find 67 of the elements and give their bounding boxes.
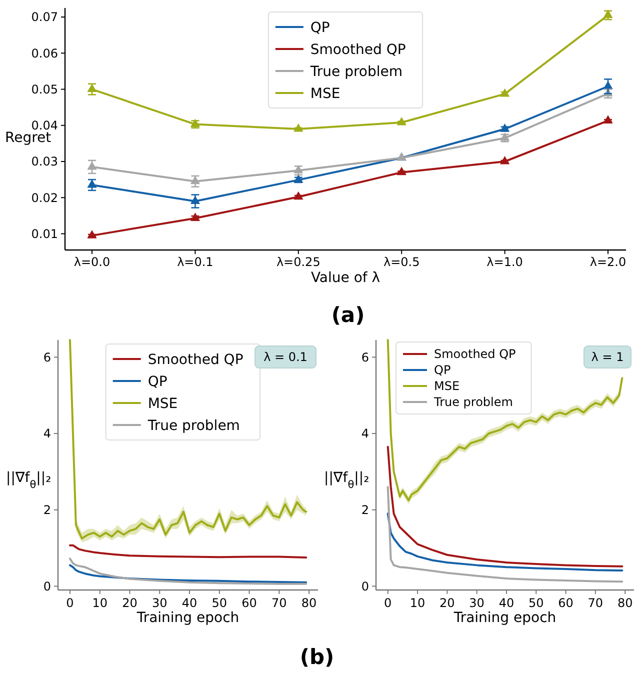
x-tick-label: 50 bbox=[212, 596, 228, 610]
y-tick-label: 0 bbox=[43, 579, 51, 594]
y-tick-label: 6 bbox=[361, 350, 369, 364]
y-tick-label: 2 bbox=[361, 503, 369, 518]
legend-label: True problem bbox=[433, 395, 513, 410]
y-axis-title: Regret bbox=[5, 130, 52, 146]
x-tick-label: 70 bbox=[588, 596, 604, 610]
y-axis-title: ||∇f$_{θ}$||₂ bbox=[324, 470, 370, 491]
x-tick-label: 30 bbox=[469, 596, 484, 610]
x-tick-label: λ=1.0 bbox=[486, 255, 523, 269]
x-tick-label: 0 bbox=[66, 596, 74, 610]
x-tick-label: 60 bbox=[558, 596, 574, 610]
line-series bbox=[386, 486, 624, 583]
legend-label: True problem bbox=[309, 64, 403, 80]
x-tick-label: 80 bbox=[301, 596, 317, 610]
line-series bbox=[386, 446, 624, 568]
y-tick-label: 0.06 bbox=[31, 46, 58, 60]
legend-label: QP bbox=[310, 20, 330, 36]
y-tick-label: 0.04 bbox=[31, 118, 58, 133]
y-tick-label: 0.01 bbox=[31, 226, 58, 241]
x-tick-label: λ=2.0 bbox=[590, 255, 626, 269]
x-axis-title: Value of λ bbox=[310, 270, 380, 286]
x-tick-label: 40 bbox=[182, 596, 198, 610]
y-axis-title: ||∇f$_{θ}$||₂ bbox=[6, 470, 52, 491]
y-tick-label: 4 bbox=[361, 426, 369, 441]
x-tick-label: 50 bbox=[528, 596, 544, 610]
y-tick-label: 0.03 bbox=[31, 154, 58, 169]
y-tick-label: 0.02 bbox=[31, 190, 58, 205]
legend-label: QP bbox=[434, 363, 451, 378]
y-tick-label: 2 bbox=[43, 503, 51, 518]
x-tick-label: 40 bbox=[498, 596, 514, 610]
x-tick-label: 20 bbox=[440, 596, 455, 610]
x-tick-label: 80 bbox=[617, 596, 633, 610]
text: (a) bbox=[331, 303, 365, 327]
x-axis-title: Training epoch bbox=[452, 610, 556, 626]
x-tick-label: 10 bbox=[410, 596, 426, 610]
legend-label: Smoothed QP bbox=[148, 352, 244, 368]
text: (b) bbox=[300, 645, 334, 669]
x-tick-label: λ=0.5 bbox=[383, 255, 420, 269]
legend-label: MSE bbox=[310, 86, 340, 102]
line-series bbox=[68, 558, 308, 585]
x-tick-label: 60 bbox=[242, 596, 257, 610]
x-tick-label: λ=0.25 bbox=[276, 255, 320, 269]
line-series bbox=[386, 512, 624, 572]
y-tick-label: 0.07 bbox=[31, 10, 58, 24]
legend-label: Smoothed QP bbox=[310, 42, 406, 58]
annotation: λ = 0.1 bbox=[264, 350, 308, 364]
x-tick-label: λ=0.0 bbox=[74, 255, 110, 269]
line-series bbox=[68, 544, 308, 559]
x-axis-title: Training epoch bbox=[136, 610, 240, 626]
x-tick-label: 30 bbox=[152, 596, 168, 610]
x-tick-label: 0 bbox=[384, 596, 392, 610]
x-tick-label: 70 bbox=[272, 596, 287, 610]
y-tick-label: 0 bbox=[361, 579, 369, 594]
legend-label: Smoothed QP bbox=[434, 347, 516, 362]
y-tick-label: 0.05 bbox=[31, 82, 58, 96]
y-tick-label: 6 bbox=[43, 350, 51, 364]
annotation: λ = 1 bbox=[591, 350, 624, 364]
x-tick-label: 20 bbox=[122, 596, 138, 610]
legend-label: True problem bbox=[146, 418, 240, 434]
legend-label: QP bbox=[148, 374, 168, 390]
y-tick-label: 4 bbox=[43, 426, 51, 441]
line-series bbox=[68, 564, 308, 584]
legend-label: MSE bbox=[434, 379, 460, 394]
x-tick-label: λ=0.1 bbox=[177, 255, 214, 269]
x-tick-label: 10 bbox=[92, 596, 108, 610]
legend-label: MSE bbox=[148, 396, 178, 412]
